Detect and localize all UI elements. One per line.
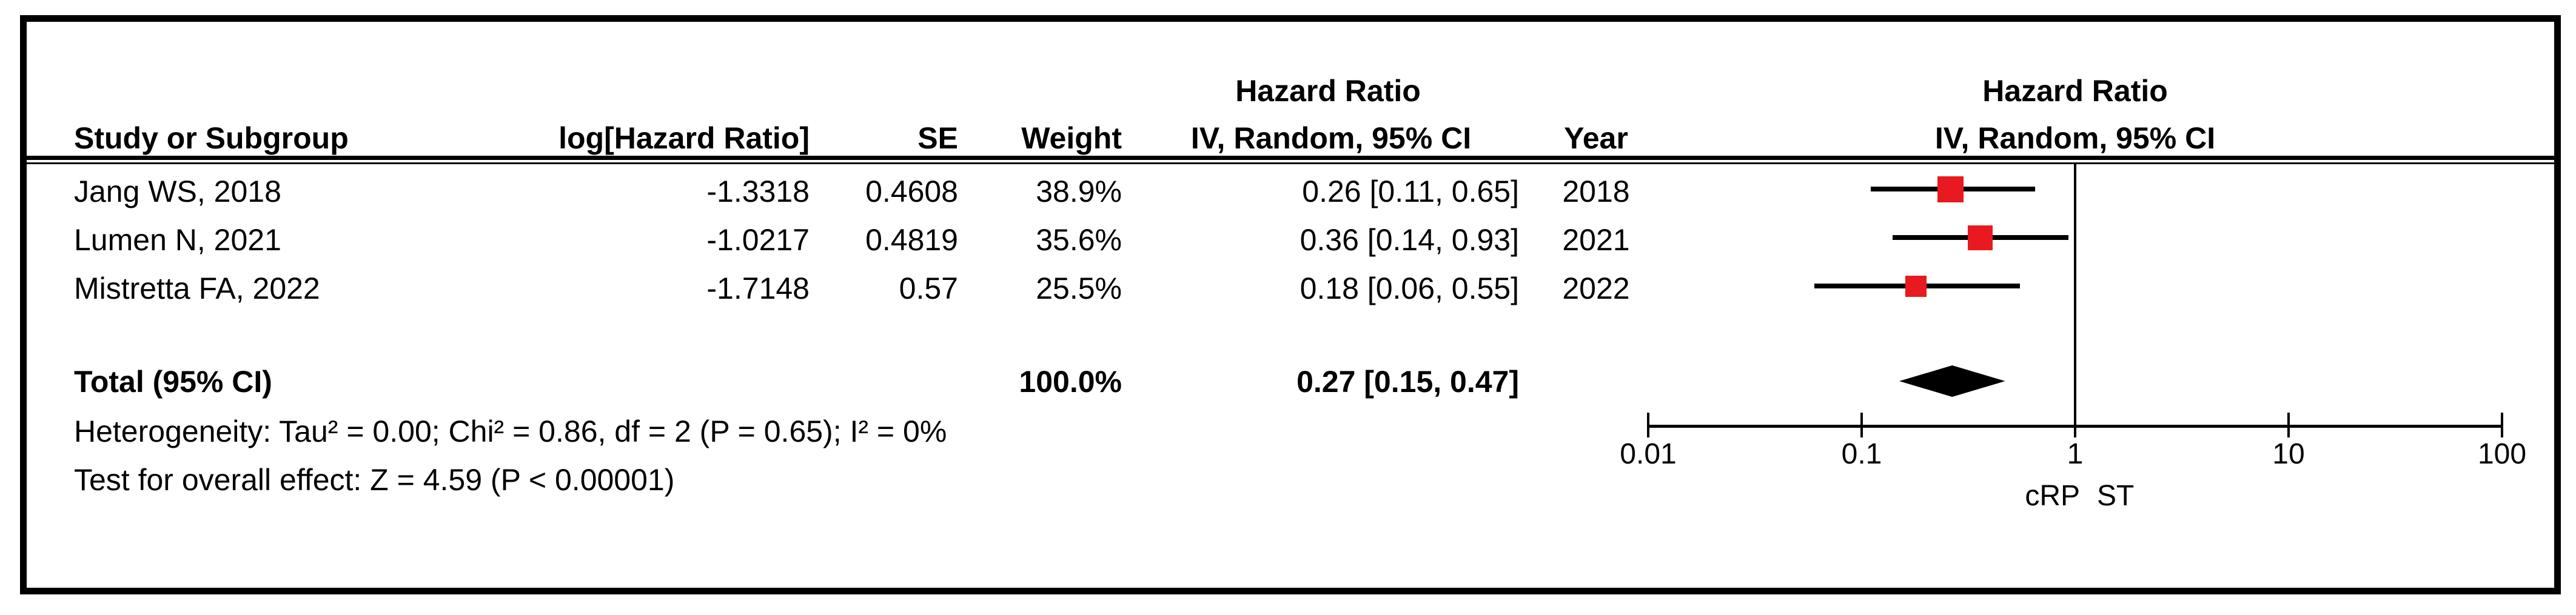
study-point-square — [1968, 225, 1993, 250]
study-weight: 35.6% — [1036, 223, 1122, 257]
heterogeneity-text: Heterogeneity: Tau² = 0.00; Chi² = 0.86,… — [74, 414, 947, 448]
axis-tick-label: 100 — [2477, 438, 2527, 470]
study-log-hr: -1.3318 — [706, 175, 810, 208]
axis-tick — [2074, 413, 2076, 437]
header-rule-thick — [27, 156, 2554, 160]
axis-tick — [2501, 413, 2503, 437]
figure-border — [20, 15, 2561, 594]
column-header-iv-random-ci: IV, Random, 95% CI — [1190, 121, 1472, 155]
study-weight: 25.5% — [1036, 271, 1122, 305]
axis-tick-label: 10 — [2272, 438, 2305, 470]
column-header-se: SE — [917, 121, 958, 155]
study-log-hr: -1.7148 — [706, 271, 810, 305]
study-name: Mistretta FA, 2022 — [74, 271, 320, 305]
total-label: Total (95% CI) — [74, 365, 272, 399]
plot-header-iv-random-ci: IV, Random, 95% CI — [1934, 121, 2216, 155]
study-point-square — [1937, 176, 1964, 202]
study-year: 2018 — [1562, 175, 1630, 208]
header-rule-thin — [27, 162, 2554, 164]
reference-line — [2074, 164, 2076, 427]
study-ci-text: 0.36 [0.14, 0.93] — [1300, 223, 1519, 257]
axis-tick-label: 1 — [2067, 438, 2084, 470]
axis-label-right: ST — [2097, 480, 2135, 512]
total-ci-text: 0.27 [0.15, 0.47] — [1296, 365, 1519, 399]
axis-tick — [2287, 413, 2290, 437]
axis-tick-label: 0.1 — [1841, 438, 1882, 470]
axis-label-left: cRP — [2025, 480, 2080, 512]
summary-diamond — [1899, 365, 2005, 397]
study-se: 0.57 — [899, 271, 958, 305]
study-year: 2022 — [1562, 271, 1630, 305]
study-weight: 38.9% — [1036, 175, 1122, 208]
study-se: 0.4819 — [865, 223, 958, 257]
study-ci-text: 0.18 [0.06, 0.55] — [1300, 271, 1519, 305]
study-name: Lumen N, 2021 — [74, 223, 281, 257]
axis-tick — [1647, 413, 1649, 437]
column-header-log-hr: log[Hazard Ratio] — [558, 121, 810, 155]
study-year: 2021 — [1562, 223, 1630, 257]
study-se: 0.4608 — [865, 175, 958, 208]
study-name: Jang WS, 2018 — [74, 175, 281, 208]
study-ci-text: 0.26 [0.11, 0.65] — [1302, 175, 1519, 208]
column-header-study: Study or Subgroup — [74, 121, 349, 155]
study-point-square — [1905, 275, 1927, 297]
total-weight: 100.0% — [1019, 365, 1122, 399]
study-log-hr: -1.0217 — [706, 223, 810, 257]
axis-tick — [1860, 413, 1863, 437]
column-header-year: Year — [1564, 121, 1628, 155]
axis-tick-label: 0.01 — [1620, 438, 1677, 470]
plot-header-hazard-ratio: Hazard Ratio — [1982, 74, 2168, 108]
column-header-weight: Weight — [1021, 121, 1122, 155]
table-header-hazard-ratio: Hazard Ratio — [1235, 74, 1421, 108]
overall-effect-text: Test for overall effect: Z = 4.59 (P < 0… — [74, 463, 675, 497]
